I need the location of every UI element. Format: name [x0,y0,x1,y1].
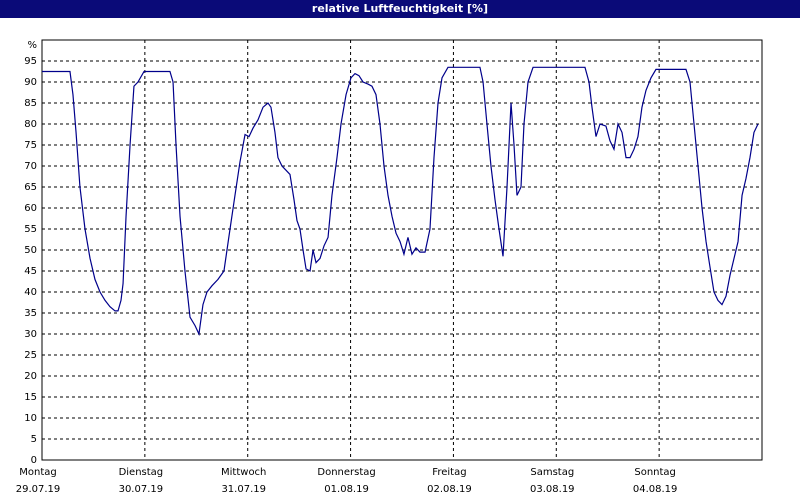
y-tick-label: 20 [24,371,37,382]
x-tick-label: Freitag [432,467,466,478]
chart-title: relative Luftfeuchtigkeit [%] [312,2,488,15]
y-tick-label: 0 [31,455,37,466]
y-tick-label: 50 [24,245,37,256]
y-tick-label: 5 [31,434,37,445]
y-tick-label: 35 [24,308,37,319]
x-tick-label: Donnerstag [317,467,375,478]
x-tick-label: Mittwoch [221,467,266,478]
x-tick-sublabel: 02.08.19 [427,484,472,495]
y-tick-label: 85 [24,98,37,109]
x-tick-label: Samstag [530,467,574,478]
y-tick-label: 60 [24,203,37,214]
x-tick-sublabel: 30.07.19 [119,484,164,495]
x-tick-label: Dienstag [119,467,164,478]
y-tick-label: 95 [24,56,37,67]
data-line [42,66,759,337]
y-tick-label: 40 [24,287,37,298]
y-tick-label: 55 [24,224,37,235]
y-tick-label: 90 [24,77,37,88]
y-tick-label: 80 [24,119,37,130]
y-axis-label: % [27,40,37,51]
y-tick-label: 70 [24,161,37,172]
y-tick-label: 10 [24,413,37,424]
y-tick-label: 45 [24,266,37,277]
title-bar [0,0,800,18]
x-tick-label: Sonntag [634,467,676,478]
x-tick-label: Montag [19,467,56,478]
y-tick-label: 75 [24,140,37,151]
x-tick-sublabel: 01.08.19 [324,484,369,495]
y-tick-label: 15 [24,392,37,403]
x-tick-sublabel: 29.07.19 [16,484,61,495]
x-tick-sublabel: 04.08.19 [633,484,678,495]
y-tick-label: 65 [24,182,37,193]
y-tick-label: 30 [24,329,37,340]
x-tick-sublabel: 03.08.19 [530,484,575,495]
x-tick-sublabel: 31.07.19 [221,484,266,495]
y-tick-label: 25 [24,350,37,361]
